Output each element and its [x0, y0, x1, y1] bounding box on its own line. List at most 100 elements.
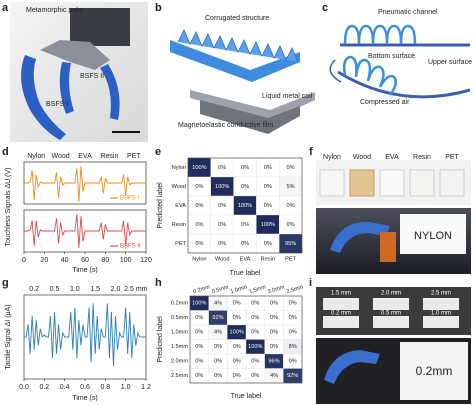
row-label: 2.0mm	[171, 359, 188, 365]
label: Corrugated structure	[205, 15, 269, 22]
cell-label: 0%	[233, 359, 241, 365]
cell-label: 0%	[195, 203, 203, 209]
annotation: 0.2	[29, 286, 39, 293]
cell-label: 0%	[233, 315, 241, 321]
heatmap-frame	[189, 295, 303, 384]
row-label: Nylon	[172, 165, 186, 171]
row-label: Wood	[171, 184, 186, 190]
panel-i-photo	[316, 287, 471, 404]
x-axis-label: Time (s)	[72, 395, 97, 402]
label: 2.5 mm	[431, 291, 451, 297]
cell-label: 0%	[195, 222, 203, 228]
col-label: 0.5mm	[211, 284, 229, 295]
cell-label: 5%	[287, 184, 295, 190]
col-label: PET	[285, 256, 296, 262]
cell-label: 100%	[261, 222, 275, 228]
legend-label: BSFS II	[120, 244, 141, 250]
cell-label: 100%	[215, 184, 229, 190]
cell-label: 0%	[270, 301, 278, 307]
x-tick-label: 0.0	[19, 384, 29, 391]
x-tick-label: 0.4	[60, 384, 70, 391]
col-label: 2.0mm	[267, 284, 285, 295]
x-tick-label: 1.2	[141, 384, 151, 391]
cell-label: 0%	[214, 344, 222, 350]
col-label: EVA	[240, 256, 251, 262]
cell-label: 0%	[233, 344, 241, 350]
x-tick-label: 80	[101, 257, 109, 264]
annotation: Nylon	[27, 153, 45, 160]
panel-label: e	[155, 146, 161, 158]
label: 0.2 mm	[331, 311, 351, 317]
cell-label: 0%	[214, 359, 222, 365]
cell-label: 0%	[287, 203, 295, 209]
cell-label: 0%	[214, 373, 222, 379]
cell-label: 0%	[233, 301, 241, 307]
cell-label: 0%	[289, 315, 297, 321]
cell-label: 96%	[268, 359, 279, 365]
label: 2.0 mm	[381, 291, 401, 297]
cell-label: 100%	[248, 344, 262, 350]
series-line	[24, 214, 146, 248]
x-tick-label: 0.2	[39, 384, 49, 391]
cell-label: 0%	[251, 359, 259, 365]
annotation: Wood	[52, 153, 70, 160]
label: Wood	[353, 154, 371, 161]
series-line	[24, 303, 146, 367]
series-line	[24, 166, 146, 202]
cell-label: 0%	[289, 359, 297, 365]
label: Resin	[413, 154, 431, 161]
cell-label: 0%	[251, 330, 259, 336]
label: EVA	[385, 154, 399, 161]
x-tick-label: 120	[140, 257, 152, 264]
x-tick-label: 60	[81, 257, 89, 264]
scale-label: 0.2mm	[416, 364, 453, 378]
label: 0.5 mm	[381, 311, 401, 317]
cell-label: 92%	[212, 315, 223, 321]
cell-label: 0%	[241, 222, 249, 228]
label: Liquid metal coil	[262, 93, 313, 100]
cell-label: 8%	[289, 344, 297, 350]
annotation: PET	[127, 153, 141, 160]
col-label: Nylon	[192, 256, 206, 262]
x-tick-label: 20	[40, 257, 48, 264]
label: Compressed air	[360, 99, 410, 106]
row-label: 0.2mm	[171, 301, 188, 307]
cell-label: 0%	[287, 222, 295, 228]
panel-f-photo	[316, 160, 471, 274]
x-tick-label: 1.0	[121, 384, 131, 391]
cell-label: 0%	[270, 315, 278, 321]
x-tick-label: 100	[120, 257, 132, 264]
x-axis-label: True label	[230, 270, 261, 277]
cell-label: 0%	[251, 301, 259, 307]
cell-label: 0%	[218, 222, 226, 228]
cell-label: 0%	[270, 330, 278, 336]
panel-label: h	[155, 277, 162, 289]
col-label: 1.0mm	[230, 284, 248, 295]
row-label: Resin	[172, 222, 186, 228]
label: Bottom surface	[368, 53, 415, 60]
label: Magnetoelastic conductive film	[178, 122, 273, 129]
annotation: EVA	[78, 153, 92, 160]
cell-label: 0%	[195, 330, 203, 336]
cell-label: 92%	[287, 373, 298, 379]
row-label: 1.5mm	[171, 344, 188, 350]
cell-label: 0%	[195, 359, 203, 365]
label: PET	[445, 154, 459, 161]
annotation: 0.5	[50, 286, 60, 293]
panel-label: d	[2, 146, 9, 158]
panel-label: c	[322, 2, 328, 14]
cell-label: 0%	[195, 373, 203, 379]
y-axis-label: Touchless Signals ΔU (V)	[5, 168, 12, 247]
label: Pneumatic channel	[378, 9, 438, 16]
cell-label: 0%	[195, 315, 203, 321]
cell-label: 0%	[218, 241, 226, 247]
panel-label: b	[155, 2, 162, 14]
annotation: 2.0	[111, 286, 121, 293]
annotation: 2.5 mm	[124, 286, 148, 293]
label: Upper surface	[428, 59, 472, 66]
x-tick-label: 0.8	[100, 384, 110, 391]
cell-label: 0%	[241, 184, 249, 190]
y-axis-label: Tactile Signal ΔI (μA)	[5, 304, 12, 369]
row-label: 0.5mm	[171, 315, 188, 321]
